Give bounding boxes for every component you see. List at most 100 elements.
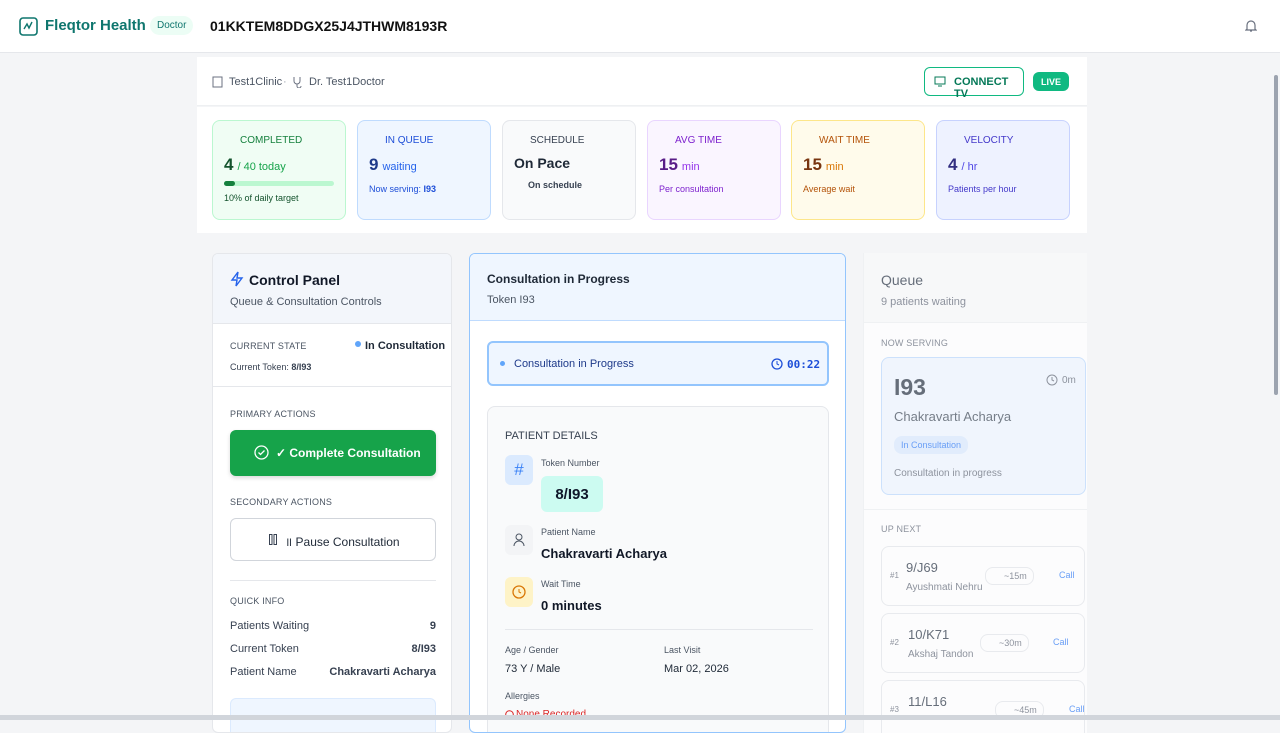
position: #2: [890, 638, 899, 647]
now-badge: In Consultation: [894, 436, 969, 454]
stat-note: Per consultation: [659, 184, 724, 194]
shape: Now serving: I93: [369, 184, 479, 194]
panel-title: Control Panel: [249, 272, 341, 288]
panel-subtitle: 9 patients waiting: [881, 296, 966, 308]
section-label: PATIENT DETAILS: [505, 430, 598, 442]
shape: [934, 76, 946, 85]
shape: [513, 540, 525, 547]
shape: [19, 17, 38, 36]
separator: ·: [283, 76, 287, 88]
shape: [771, 358, 783, 370]
item-token: 9/J69: [906, 560, 938, 575]
shape: [258, 450, 265, 456]
complete-button[interactable]: ✓ Complete Consultation: [230, 430, 436, 476]
stat-card: IN QUEUE 9 waiting Now serving: I93: [357, 120, 491, 220]
item-name: Akshaj Tandon: [908, 649, 974, 660]
stat-card: VELOCITY 4/ hr Patients per hour: [936, 120, 1070, 220]
shape: Patient Name Chakravarti Acharya: [230, 666, 451, 678]
context-bar: Test1Clinic · Dr. Test1Doctor CONNECT TV…: [197, 57, 1087, 106]
banner-text: Consultation in Progress: [514, 358, 634, 370]
allergies-value: None Recorded: [516, 709, 586, 720]
section-label: SECONDARY ACTIONS: [230, 497, 333, 507]
field-label: Wait Time: [541, 579, 581, 589]
section-label: NOW SERVING: [881, 338, 949, 348]
queue-panel: Queue 9 patients waiting NOW SERVING I93…: [863, 253, 1087, 733]
clinic: Test1Clinic: [229, 76, 283, 88]
logo: [19, 17, 38, 36]
patient-details: PATIENT DETAILS # Token Number 8/I93 Pat…: [487, 406, 829, 732]
now-status: Consultation in progress: [894, 468, 1002, 479]
shape: [518, 589, 522, 594]
stat-note: Now serving:: [369, 184, 422, 194]
divider: [864, 509, 1087, 510]
info-value: 8/I93: [411, 643, 436, 655]
stat-card: WAIT TIME 15 min Average wait: [791, 120, 925, 220]
shape: [212, 76, 223, 88]
call-button[interactable]: Call: [1059, 570, 1075, 580]
shape: 9 waiting: [369, 155, 479, 175]
divider: [505, 629, 813, 630]
shape: Patients Waiting 9: [230, 620, 451, 632]
queue-item: #1 9/J69 Ayushmati Nehru ~15m Call: [881, 546, 1085, 606]
call-button[interactable]: Call: [1053, 637, 1069, 647]
bottom-edge: [0, 715, 1280, 720]
status-banner: Consultation in Progress 00:22: [487, 341, 829, 386]
stat-note: Average wait: [803, 184, 855, 194]
section-label: UP NEXT: [881, 524, 922, 534]
field-label: Allergies: [505, 691, 540, 701]
stat-note: Patients per hour: [948, 184, 1017, 194]
token-label: Current Token:: [230, 362, 289, 372]
top-bar: Fleqtor Health Doctor 01KKTEM8DDGX25J4JT…: [0, 0, 1280, 53]
position: #3: [890, 705, 899, 714]
stat-label: AVG TIME: [675, 135, 722, 146]
shape: [269, 534, 273, 545]
stat-unit: min: [681, 161, 700, 173]
age-gender: 73 Y / Male: [505, 663, 561, 675]
state-dot: [355, 341, 361, 347]
last-visit: Mar 02, 2026: [664, 663, 729, 675]
progress-fill: [224, 181, 235, 186]
field-label: Token Number: [541, 458, 600, 468]
stat-note: 10% of daily target: [224, 193, 299, 203]
clock-icon: [771, 358, 783, 370]
brand: Fleqtor Health: [45, 17, 146, 34]
pause-button[interactable]: ॥ Pause Consultation: [230, 518, 436, 561]
queue-item: #2 10/K71 Akshaj Tandon ~30m Call: [881, 613, 1085, 673]
stat-label: SCHEDULE: [530, 135, 585, 146]
session-id: 01KKTEM8DDGX25J4JTHWM8193R: [210, 18, 448, 34]
section-label: PRIMARY ACTIONS: [230, 409, 316, 419]
section-label: CURRENT STATE: [230, 341, 307, 351]
shape: Current Token 8/I93: [230, 643, 451, 655]
divider: [230, 580, 436, 581]
shape: Current Token: 8/I93: [230, 362, 311, 372]
call-button[interactable]: Call: [1069, 704, 1085, 714]
stat-unit: / 40 today: [237, 161, 286, 173]
panel-header: [470, 254, 845, 321]
shape: [293, 77, 302, 88]
stat-unit: / hr: [961, 161, 978, 173]
stat-label: WAIT TIME: [819, 135, 870, 146]
queue-item: #3 11/L16 ~45m Call: [881, 680, 1085, 733]
bell-icon[interactable]: [1245, 19, 1257, 33]
person-icon: [505, 525, 533, 555]
shape: 4/ hr: [948, 155, 1058, 175]
info-label: Current Token: [230, 643, 299, 655]
info-label: Patient Name: [230, 666, 297, 678]
info-value: Chakravarti Acharya: [329, 666, 436, 678]
shape: [515, 533, 523, 541]
shape: [254, 445, 269, 460]
pause-icon: [269, 534, 277, 545]
info-value: 9: [429, 620, 436, 632]
stat-value: 9: [369, 155, 379, 174]
field-label: Patient Name: [541, 527, 596, 537]
control-panel: Control Panel Queue & Consultation Contr…: [212, 253, 452, 733]
stat-note-value: I93: [423, 184, 437, 194]
connect-tv-button[interactable]: CONNECT TV: [924, 67, 1024, 100]
shape: 15 min: [659, 155, 769, 175]
stat-value: 15: [659, 155, 678, 174]
token-number: 8/I93: [541, 476, 603, 512]
scrollbar: [1274, 75, 1278, 395]
panel-header: [213, 254, 451, 324]
stat-card: COMPLETED 4/ 40 today 10% of daily targe…: [212, 120, 346, 220]
shape: [776, 361, 780, 366]
